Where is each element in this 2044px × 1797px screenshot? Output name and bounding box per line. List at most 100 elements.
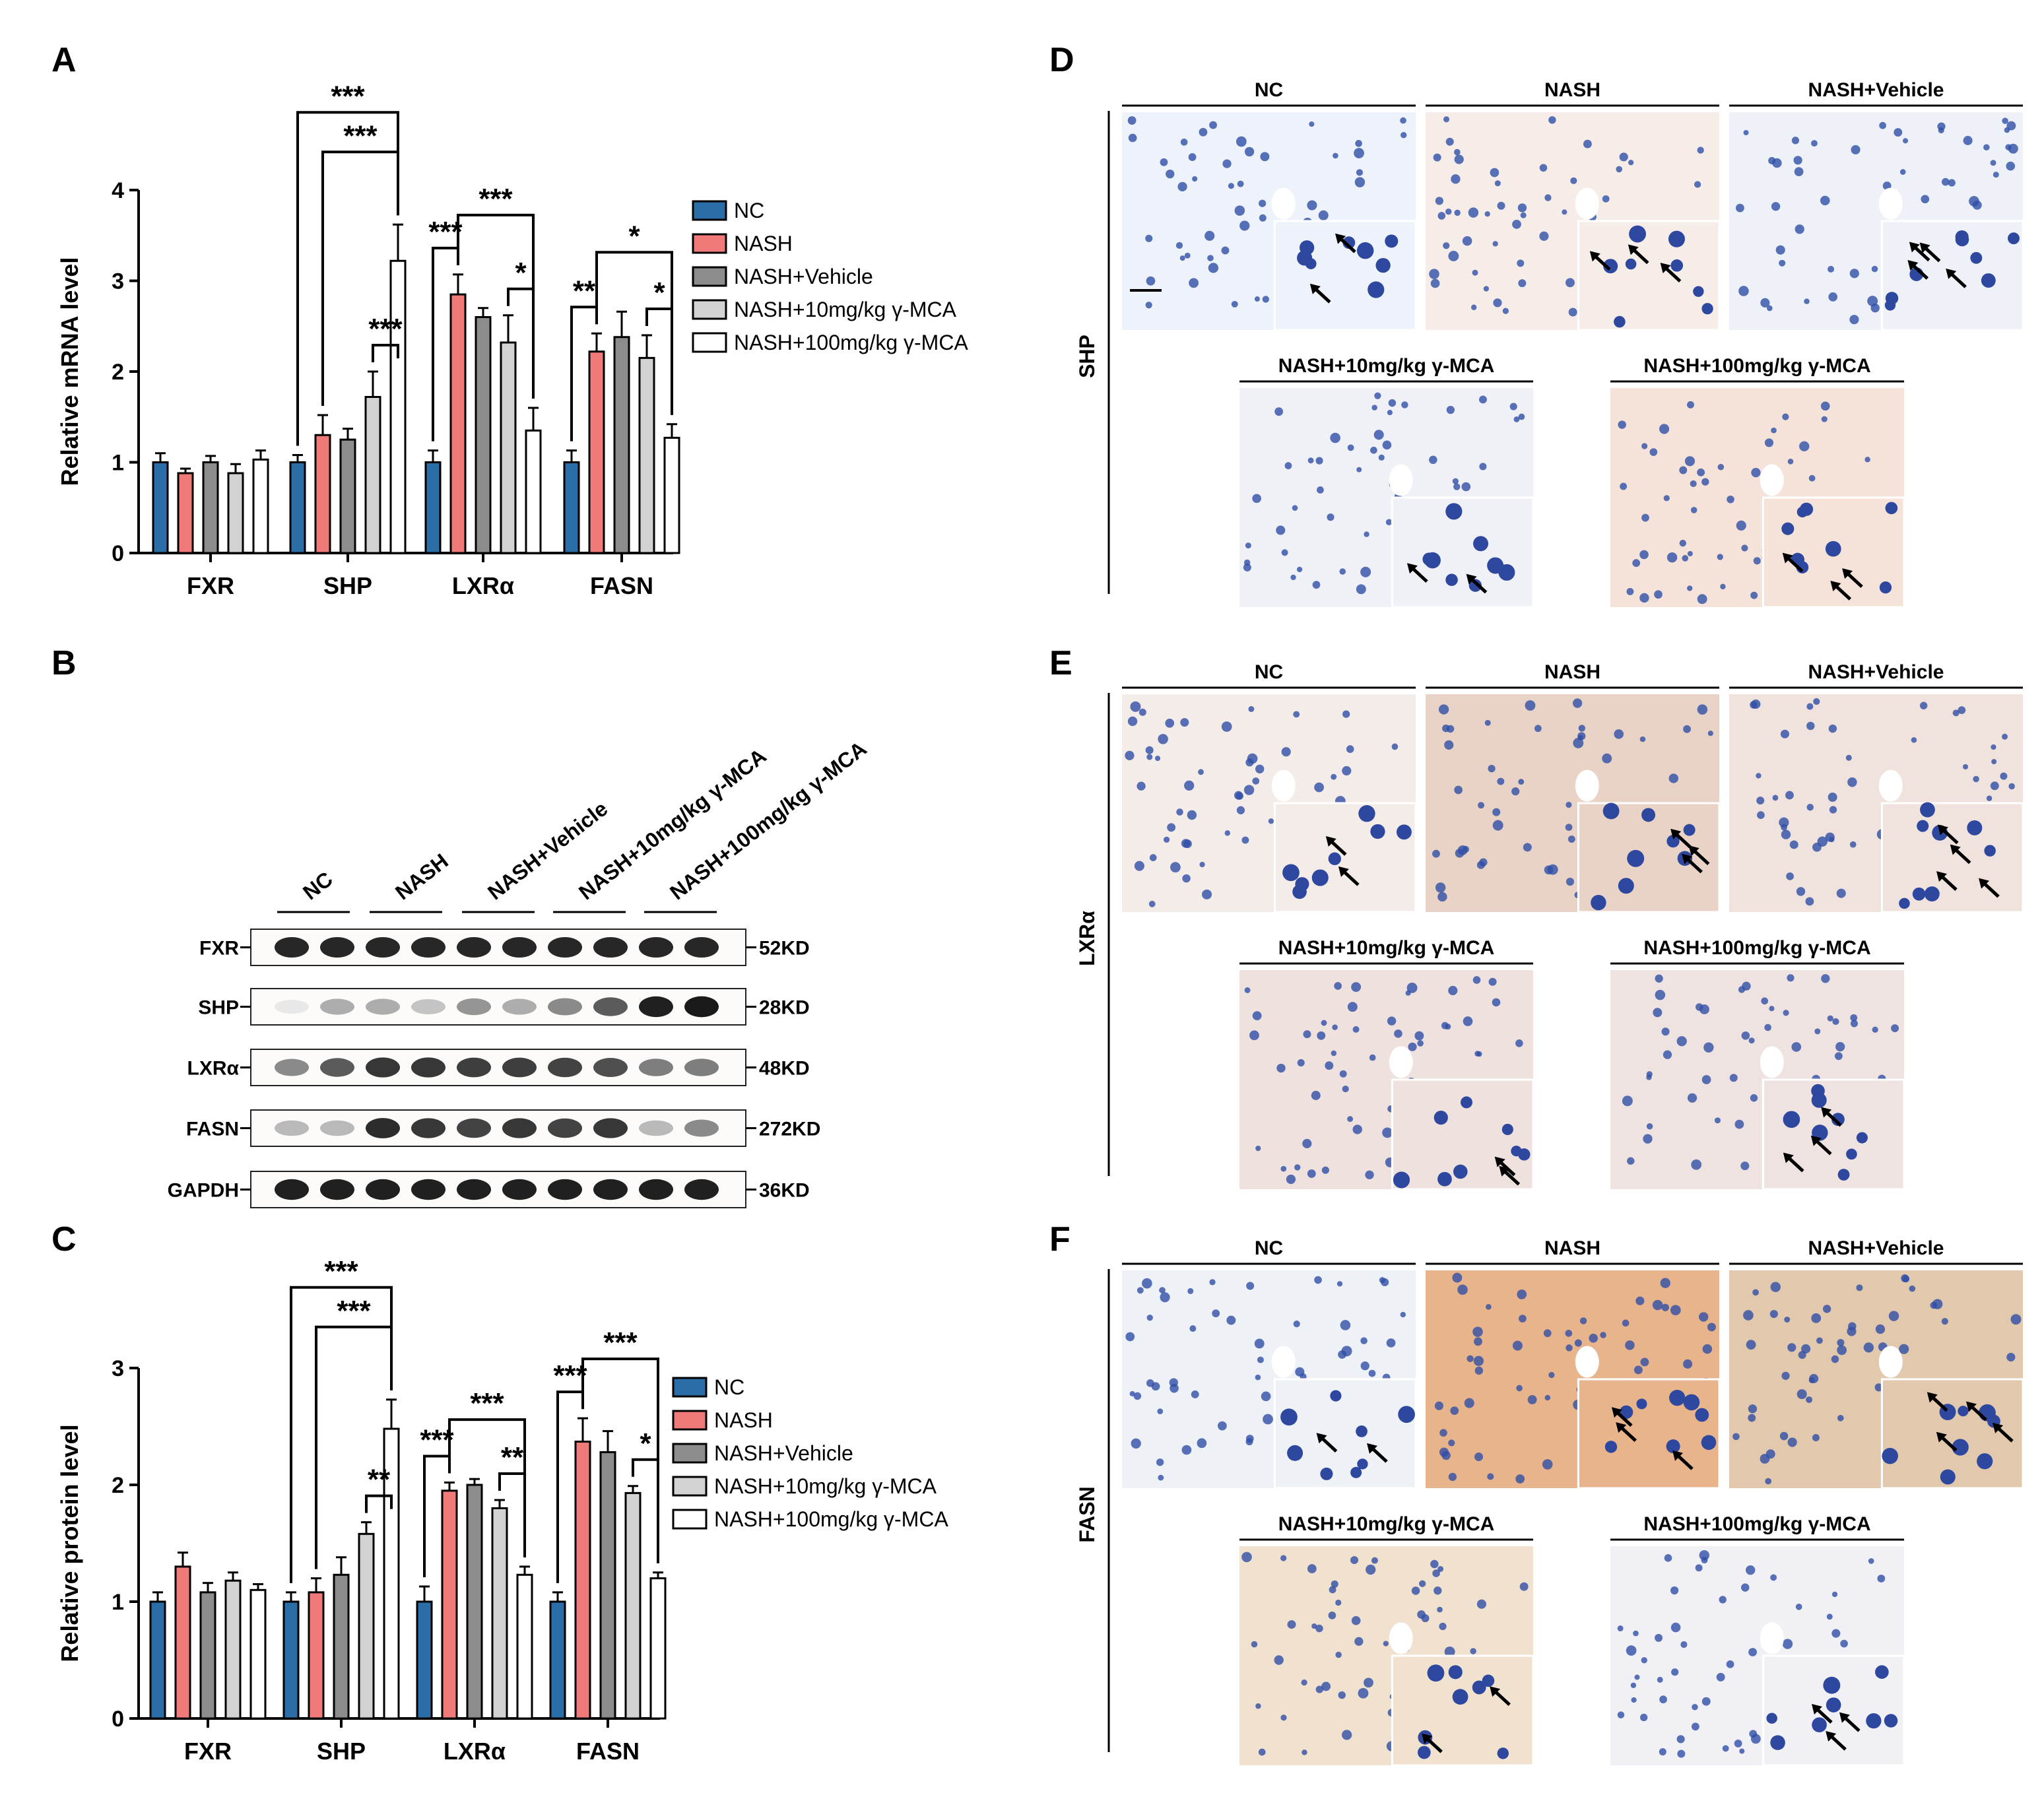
bar-nash-fasn (574, 1441, 591, 1720)
ihc-arrow-head (1821, 1107, 1832, 1118)
ihc-inset-nucleus (1625, 258, 1637, 270)
bar-nc-fasn (549, 1600, 566, 1720)
ihc-nucleus (1764, 438, 1774, 447)
ihc-nucleus (1274, 1655, 1284, 1665)
x-tick-label-lxr: LXRα (444, 1738, 506, 1765)
ihc-inset-nucleus (1627, 849, 1645, 867)
ihc-nucleus (1640, 1357, 1649, 1367)
ihc-nucleus (1804, 298, 1810, 304)
ihc-inset-nucleus (1368, 281, 1385, 298)
ihc-nucleus (1806, 721, 1815, 731)
ihc-nucleus (1351, 1616, 1361, 1625)
ihc-nucleus (1170, 862, 1181, 873)
blot-band (275, 999, 309, 1014)
ihc-vessel (1760, 1622, 1784, 1654)
ihc-nucleus (2000, 772, 2008, 780)
ihc-inset-nucleus (1899, 898, 1910, 909)
ihc-nucleus (1231, 300, 1238, 308)
ihc-inset-nucleus (1856, 1132, 1868, 1144)
ihc-nucleus (1851, 145, 1861, 154)
ihc-inset-nucleus (1328, 852, 1341, 865)
bar-nash-vehicle-shp (333, 1573, 350, 1720)
ihc-nucleus (1297, 1059, 1305, 1066)
ihc-inset-nucleus (1614, 315, 1626, 328)
ihc-inset-nucleus (1783, 1111, 1800, 1128)
ihc-nucleus (1448, 1439, 1455, 1447)
bar-nc-fxr (152, 461, 169, 554)
blot-size-label-fasn: 272KD (759, 1119, 820, 1140)
ihc-nucleus (1646, 1123, 1653, 1130)
ihc-nucleus (1829, 837, 1835, 843)
ihc-nucleus (1702, 1344, 1713, 1354)
ihc-nucleus (1170, 1383, 1179, 1393)
ihc-nucleus (1701, 1557, 1708, 1564)
ihc-arrow-head (1783, 1152, 1794, 1163)
ihc-nucleus (1771, 427, 1777, 434)
ihc-nucleus (1255, 1374, 1261, 1381)
ihc-nucleus (1748, 1414, 1756, 1422)
ihc-nucleus (1766, 305, 1773, 311)
blot-band (548, 1179, 582, 1200)
ihc-nucleus (1497, 201, 1505, 210)
bar-nc-shp (289, 461, 306, 554)
ihc-title-nash-10mg-kg-mca: NASH+10mg/kg γ-MCA (1278, 937, 1495, 959)
ihc-nucleus (1478, 802, 1485, 809)
ihc-nucleus (1207, 255, 1214, 261)
blot-band (320, 936, 354, 958)
ihc-nucleus (1311, 1090, 1321, 1100)
ihc-nucleus (1252, 1011, 1262, 1021)
ihc-inset-nucleus (1358, 805, 1375, 822)
blot-band (320, 1058, 354, 1077)
ihc-nucleus (1850, 1020, 1859, 1028)
ihc-nucleus (1670, 1622, 1681, 1633)
ihc-nucleus (1437, 1606, 1443, 1613)
ihc-nucleus (1184, 780, 1195, 791)
ihc-vessel (1575, 187, 1599, 220)
ihc-nucleus (1814, 1028, 1821, 1035)
ihc-nucleus (1986, 795, 1993, 801)
ihc-nucleus (1441, 1022, 1449, 1029)
ihc-title-nc: NC (1255, 79, 1283, 101)
ihc-inset-nucleus (1487, 557, 1504, 574)
ihc-nucleus (1452, 1272, 1463, 1283)
legend-label-nc: NC (734, 199, 764, 222)
ihc-nucleus (1478, 395, 1487, 404)
blot-band (548, 1118, 582, 1138)
bar-nash-100mg-kg-mca-lxr (525, 429, 542, 554)
ihc-inset-nucleus (1330, 1390, 1342, 1402)
ihc-inset-nucleus (1670, 259, 1684, 272)
blot-band (275, 936, 309, 958)
ihc-nucleus (1511, 787, 1520, 796)
ihc-nucleus (1891, 1024, 1899, 1033)
blot-band (639, 996, 673, 1018)
ihc-nucleus (1151, 1382, 1160, 1391)
ihc-nucleus (1697, 147, 1704, 154)
ihc-nucleus (1655, 974, 1663, 983)
ihc-nucleus (1202, 889, 1212, 899)
blot-band (593, 1058, 628, 1077)
legend-label-nash-10mg-kg-mca: NASH+10mg/kg γ-MCA (714, 1474, 937, 1498)
ihc-nucleus (1882, 181, 1892, 190)
ihc-nucleus (1336, 1281, 1343, 1287)
blot-band (366, 1179, 400, 1200)
ihc-nucleus (1187, 1288, 1194, 1294)
ihc-arrow-head (1309, 283, 1321, 294)
ihc-nucleus (1448, 251, 1459, 261)
ihc-nucleus (1867, 296, 1878, 307)
ihc-nucleus (1473, 1356, 1484, 1366)
ihc-nucleus (1131, 1438, 1141, 1449)
ihc-nucleus (1525, 700, 1536, 711)
ihc-nucleus (1919, 702, 1928, 709)
y-tick-label: 3 (112, 1356, 124, 1381)
ihc-nucleus (1387, 410, 1393, 416)
blot-band (320, 1120, 354, 1136)
ihc-arrow-head (1672, 1450, 1684, 1461)
ihc-inset-nucleus (1879, 581, 1892, 594)
ihc-nucleus (1450, 1406, 1459, 1415)
bar-nash-100mg-kg-mca-lxr (516, 1573, 533, 1720)
ihc-nucleus (1290, 574, 1296, 581)
ihc-nucleus (1717, 463, 1725, 471)
ihc-nucleus (1791, 137, 1800, 145)
ihc-nucleus (1641, 443, 1648, 449)
ihc-arrow-head (1670, 828, 1682, 839)
